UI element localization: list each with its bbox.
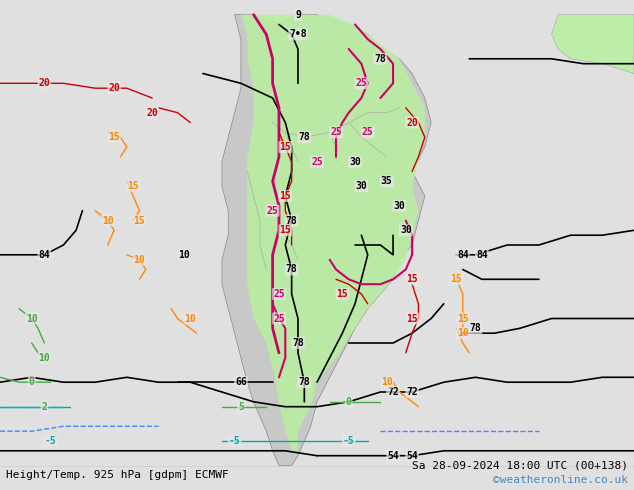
- Polygon shape: [241, 15, 425, 451]
- Text: 0: 0: [346, 397, 352, 407]
- Text: 15: 15: [451, 274, 462, 284]
- Text: 25: 25: [311, 157, 323, 167]
- Text: 10: 10: [102, 216, 113, 225]
- Text: 35: 35: [381, 176, 392, 186]
- Text: 72: 72: [387, 387, 399, 397]
- Text: 25: 25: [330, 127, 342, 137]
- Text: 15: 15: [280, 225, 291, 235]
- Text: Height/Temp. 925 hPa [gdpm] ECMWF: Height/Temp. 925 hPa [gdpm] ECMWF: [6, 470, 229, 480]
- Text: 10: 10: [134, 255, 145, 265]
- Text: -5: -5: [45, 436, 56, 446]
- Text: Sa 28-09-2024 18:00 UTC (00+138): Sa 28-09-2024 18:00 UTC (00+138): [411, 461, 628, 470]
- Text: 54: 54: [406, 451, 418, 461]
- Text: 25: 25: [356, 78, 367, 88]
- Text: 78: 78: [292, 338, 304, 348]
- Text: 30: 30: [356, 181, 367, 191]
- Text: 20: 20: [108, 83, 120, 93]
- Text: 10: 10: [39, 353, 50, 363]
- Text: 78: 78: [286, 265, 297, 274]
- Polygon shape: [222, 15, 431, 465]
- Text: 84: 84: [476, 250, 488, 260]
- Text: 25: 25: [362, 127, 373, 137]
- Text: 15: 15: [406, 274, 418, 284]
- Text: 15: 15: [280, 142, 291, 152]
- Text: 15: 15: [127, 181, 139, 191]
- Text: 25: 25: [267, 206, 278, 216]
- Text: -5: -5: [229, 436, 240, 446]
- Text: 78: 78: [299, 377, 310, 387]
- Text: 20: 20: [39, 78, 50, 88]
- Text: 30: 30: [349, 157, 361, 167]
- Text: 78: 78: [375, 54, 386, 64]
- Text: 15: 15: [406, 314, 418, 323]
- Text: 72: 72: [406, 387, 418, 397]
- Text: 20: 20: [406, 118, 418, 127]
- Polygon shape: [552, 15, 634, 74]
- Text: 30: 30: [400, 225, 411, 235]
- Text: 20: 20: [146, 108, 158, 118]
- Text: 5: 5: [238, 402, 244, 412]
- Text: 15: 15: [134, 216, 145, 225]
- Text: 15: 15: [457, 314, 469, 323]
- Text: 10: 10: [178, 250, 190, 260]
- Text: 15: 15: [108, 132, 120, 142]
- Text: 2: 2: [41, 402, 48, 412]
- Text: 78: 78: [470, 323, 481, 333]
- Text: 9: 9: [295, 10, 301, 20]
- Text: 0: 0: [29, 377, 35, 387]
- Text: 30: 30: [394, 201, 405, 211]
- Text: -5: -5: [343, 436, 354, 446]
- Text: 10: 10: [457, 328, 469, 338]
- Text: 10: 10: [381, 377, 392, 387]
- Text: 84: 84: [457, 250, 469, 260]
- Text: 15: 15: [337, 289, 348, 299]
- Text: 15: 15: [280, 191, 291, 201]
- Text: 84: 84: [39, 250, 50, 260]
- Text: 66: 66: [235, 377, 247, 387]
- Text: 10: 10: [26, 314, 37, 323]
- Text: 7•8: 7•8: [289, 29, 307, 39]
- Text: 78: 78: [299, 132, 310, 142]
- Text: 25: 25: [273, 314, 285, 323]
- Text: ©weatheronline.co.uk: ©weatheronline.co.uk: [493, 475, 628, 485]
- Text: 78: 78: [286, 216, 297, 225]
- Text: 10: 10: [184, 314, 196, 323]
- Text: 54: 54: [387, 451, 399, 461]
- Text: 25: 25: [273, 289, 285, 299]
